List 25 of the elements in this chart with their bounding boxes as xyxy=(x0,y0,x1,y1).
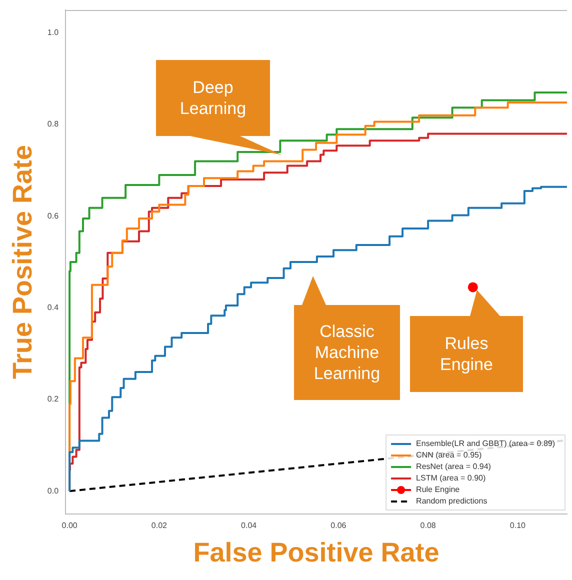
legend-label: ResNet (area = 0.94) xyxy=(416,462,492,472)
y-tick-label: 0.0 xyxy=(47,486,60,496)
y-tick-label: 0.8 xyxy=(47,120,60,129)
callout-box: Classic Machine Learning xyxy=(294,276,400,400)
x-tick-label: 0.04 xyxy=(241,521,258,530)
y-tick-label: 0.6 xyxy=(47,211,60,220)
legend-label: Ensemble(LR and GBBT) (area = 0.89) xyxy=(416,439,556,448)
x-tick-label: 0.08 xyxy=(420,521,436,530)
legend-label: Rule Engine xyxy=(416,485,460,494)
x-tick-label: 0.00 xyxy=(62,521,78,530)
legend-label: Random predictions xyxy=(416,496,488,506)
annotation: Deep Learning xyxy=(156,60,270,136)
x-tick-label: 0.10 xyxy=(510,521,526,530)
y-tick-label: 1.0 xyxy=(47,28,60,38)
legend-label: LSTM (area = 0.90) xyxy=(416,474,486,483)
y-axis-title: True Positive Rate xyxy=(8,144,38,380)
y-tick-label: 0.4 xyxy=(47,303,60,312)
x-tick-label: 0.02 xyxy=(151,521,168,530)
legend-label: CNN (area = 0.95) xyxy=(416,450,482,460)
annotation: Classic Machine Learning xyxy=(294,305,400,400)
x-tick-label: 0.06 xyxy=(330,521,347,530)
x-axis-title: False Positive Rate xyxy=(193,537,440,568)
y-tick-label: 0.2 xyxy=(47,394,60,404)
callout-box: Rules Engine xyxy=(410,290,523,392)
annotation: Rules Engine xyxy=(410,316,523,392)
